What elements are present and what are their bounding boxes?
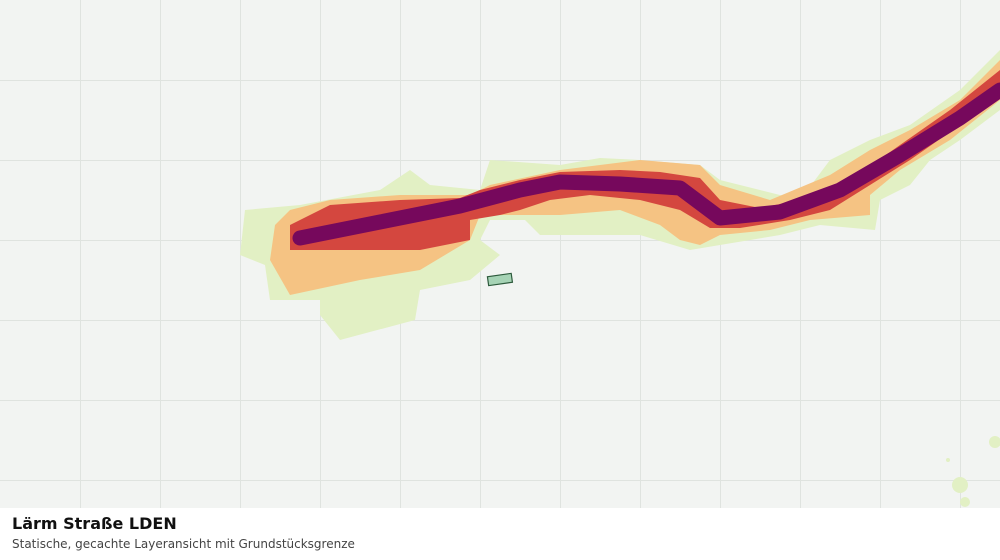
noise-zone-very-high: [292, 82, 1000, 246]
legend-panel: Lärm Straße LDEN Statische, gecachte Lay…: [0, 508, 1000, 560]
map-subtitle: Statische, gecachte Layeransicht mit Gru…: [12, 537, 355, 551]
noise-zone-low-fragments: [946, 436, 1000, 507]
parcel-boundary: [486, 272, 514, 287]
map-title: Lärm Straße LDEN: [12, 514, 177, 533]
